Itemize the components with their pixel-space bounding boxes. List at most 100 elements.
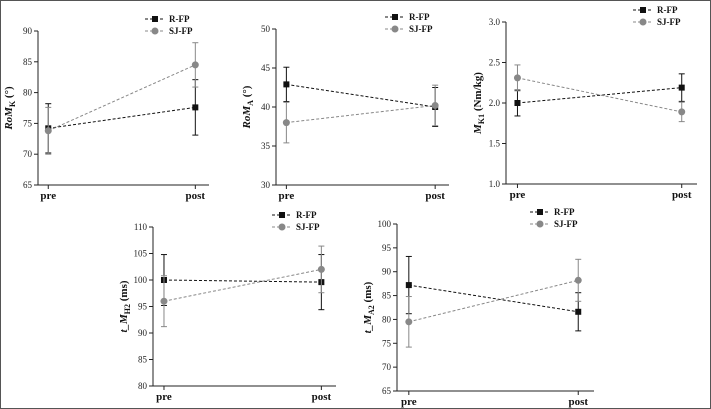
y-tick-label: 1.5 — [489, 139, 501, 149]
x-tick-label: pre — [279, 190, 295, 202]
legend-label: SJ-FP — [657, 17, 681, 27]
data-point-square — [405, 282, 412, 289]
y-tick-label: 50 — [261, 24, 271, 34]
data-point-circle — [191, 61, 199, 69]
x-tick-label: pre — [401, 396, 417, 408]
y-tick-label: 40 — [261, 102, 271, 112]
legend-label: SJ-FP — [409, 24, 433, 34]
y-tick-label: 85 — [138, 355, 148, 365]
series-line — [163, 268, 322, 302]
series-line — [286, 104, 436, 124]
data-point-circle — [513, 74, 521, 82]
series-SJ-FP: SJ-FP — [513, 17, 686, 123]
x-tick-label: post — [186, 190, 206, 202]
panel-1: 30 35 40 45 50 pre post RoMA (°) R-FP SJ-FP — [241, 12, 449, 202]
panel-0: 65 70 75 80 85 90 pre post RoMK (°) R-FP SJ-FP — [3, 14, 209, 202]
legend-marker-circle — [536, 220, 544, 228]
y-tick-label: 75 — [382, 338, 392, 348]
series-line — [408, 284, 579, 313]
y-tick-label: 70 — [23, 149, 33, 159]
legend-label: R-FP — [169, 14, 190, 24]
legend-marker-square — [537, 209, 543, 215]
legend-marker-square — [392, 14, 398, 20]
legend-label: R-FP — [657, 5, 678, 15]
panel-3: 80 85 90 95 100 105 110 pre post t_MH2 (ms) R-FP SJ… — [118, 210, 336, 403]
y-tick-label: 3.0 — [489, 17, 501, 27]
y-axis-label: RoMA (°) — [241, 85, 255, 129]
legend-marker-square — [152, 16, 158, 22]
series-line — [517, 87, 682, 104]
legend-marker-circle — [151, 27, 159, 35]
y-tick-label: 35 — [261, 141, 271, 151]
series-SJ-FP: SJ-FP — [405, 219, 582, 348]
y-axis-label: RoMK (°) — [3, 86, 17, 131]
y-tick-label: 95 — [382, 243, 392, 253]
x-tick-label: post — [312, 391, 332, 403]
series-SJ-FP: SJ-FP — [160, 222, 325, 328]
y-tick-label: 105 — [134, 249, 148, 259]
y-axis-label: t_MH2 (ms) — [118, 280, 132, 332]
legend-marker-circle — [639, 18, 647, 26]
y-tick-label: 110 — [134, 222, 148, 232]
legend-label: SJ-FP — [554, 219, 578, 229]
series-R-FP: R-FP — [514, 5, 685, 117]
data-point-circle — [431, 101, 439, 109]
series-SJ-FP: SJ-FP — [44, 26, 199, 155]
legend-label: R-FP — [409, 12, 430, 22]
y-tick-label: 80 — [138, 381, 148, 391]
series-SJ-FP: SJ-FP — [282, 24, 439, 144]
y-axis-label: MK1 (Nm/kg) — [472, 72, 486, 135]
y-tick-label: 100 — [134, 275, 148, 285]
legend-label: SJ-FP — [169, 26, 193, 36]
y-tick-label: 70 — [382, 362, 392, 372]
legend-label: R-FP — [296, 210, 317, 220]
legend-marker-circle — [278, 223, 286, 231]
y-tick-label: 80 — [382, 314, 392, 324]
x-tick-label: post — [672, 189, 692, 201]
data-point-square — [514, 100, 521, 106]
data-point-square — [678, 84, 685, 91]
y-tick-label: 85 — [382, 291, 392, 301]
y-tick-label: 80 — [23, 88, 33, 98]
series-line — [48, 106, 196, 129]
panel-4: 65 70 75 80 85 90 95 100 pre post t_MA2 (ms) R-FP SJ… — [362, 207, 594, 408]
data-point-square — [283, 81, 290, 88]
data-point-circle — [405, 318, 413, 326]
legend-label: SJ-FP — [296, 222, 320, 232]
y-tick-label: 90 — [382, 267, 392, 277]
y-tick-label: 100 — [378, 219, 392, 229]
y-tick-label: 90 — [23, 26, 33, 36]
data-point-circle — [317, 265, 325, 273]
data-point-circle — [678, 108, 686, 116]
data-point-circle — [160, 297, 168, 305]
series-line — [48, 64, 196, 132]
panel-2: 1.0 1.5 2.0 2.5 3.0 pre post MK1 (Nm/kg) R-FP SJ-… — [472, 5, 697, 201]
legend-marker-square — [640, 7, 646, 13]
data-point-circle — [282, 119, 290, 127]
y-tick-label: 95 — [138, 302, 148, 312]
y-tick-label: 30 — [261, 180, 271, 190]
x-tick-label: post — [425, 190, 445, 202]
y-tick-label: 90 — [138, 328, 148, 338]
series-line — [517, 77, 682, 113]
legend-marker-circle — [391, 25, 399, 33]
y-tick-label: 1.0 — [489, 179, 501, 189]
x-tick-label: pre — [40, 190, 56, 202]
y-tick-label: 65 — [382, 386, 392, 396]
y-tick-label: 2.0 — [489, 98, 501, 108]
y-tick-label: 85 — [23, 57, 33, 67]
data-point-circle — [574, 276, 582, 284]
y-axis-label: t_MA2 (ms) — [362, 281, 376, 333]
y-tick-label: 2.5 — [489, 58, 501, 68]
data-point-square — [192, 104, 199, 111]
x-tick-label: pre — [510, 189, 526, 201]
x-tick-label: post — [568, 396, 588, 408]
series-line — [163, 279, 322, 283]
y-tick-label: 65 — [23, 180, 33, 190]
legend-marker-square — [279, 212, 285, 218]
series-line — [286, 83, 436, 108]
data-point-square — [575, 308, 582, 315]
legend-label: R-FP — [554, 207, 575, 217]
series-line — [408, 279, 579, 323]
y-tick-label: 75 — [23, 118, 33, 128]
